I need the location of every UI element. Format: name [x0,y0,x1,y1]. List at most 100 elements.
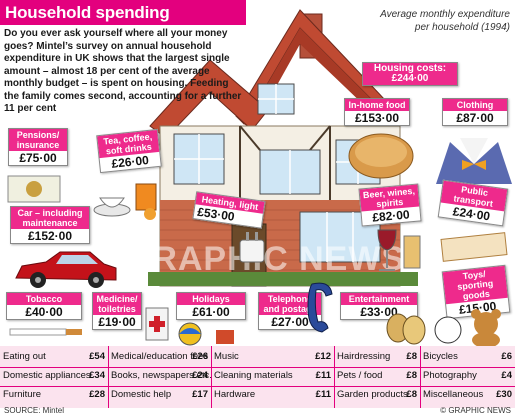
table-item-value: £4 [501,370,512,381]
table-cell: Eating out £54 [0,350,108,364]
table-cell: Photography £4 [420,369,515,383]
pension-icon [7,175,61,203]
subtitle: Average monthly expenditure per househol… [360,8,510,34]
table-item-value: £12 [315,351,331,362]
subtitle-line-2: per household (1994) [414,22,510,33]
table-item-label: Garden products [337,389,408,400]
table-item-label: Cleaning materials [214,370,293,381]
tag-pensions: Pensions/ insurance £75·00 [8,128,68,166]
row-divider [0,367,515,368]
tag-label: Pensions/ insurance [9,129,67,151]
bread-icon [348,133,414,179]
table-item-label: Domestic help [111,389,172,400]
table-item-label: Hardware [214,389,256,400]
tag-value: £152·00 [27,229,73,243]
table-cell: Hardware £11 [211,388,334,402]
table-cell: Bicycles £6 [420,350,515,364]
tag-holidays: Holidays £61·00 [176,292,246,320]
intro-text: Do you ever ask yourself where all your … [4,28,242,114]
table-cell: Cleaning materials £11 [211,369,334,383]
tag-value: £40·00 [25,305,63,319]
table-item-label: Furniture [3,389,42,400]
tag-label: In-home food [345,99,409,111]
page-title: Household spending [5,3,170,22]
table-cell: Garden products £8 [334,388,420,402]
table-cell: Furniture £28 [0,388,108,402]
wine-glass-icon [377,229,421,271]
table-cell: Domestic help £17 [108,388,211,402]
tag-label: Medicine/ toiletries [93,293,141,315]
table-item-value: £11 [315,389,331,400]
table-cell: Hairdressing £8 [334,350,420,364]
table-item-label: Medical/education fees [111,351,209,362]
table-item-value: £8 [406,370,417,381]
tag-label: Housing costs [373,63,443,74]
column-divider [420,346,421,408]
tag-label: Entertainment [341,293,417,305]
ticket-icon [440,232,508,262]
table-cell: Miscellaneous £30 [420,388,515,402]
tag-medicine: Medicine/ toiletries £19·00 [92,292,142,330]
tag-entertainment: Entertainment £33·00 [340,292,418,320]
table-item-label: Photography [423,370,477,381]
tag-value: £33·00 [360,305,398,319]
table-item-label: Miscellaneous [423,389,484,400]
tag-housing: Housing costs: £244·00 [362,62,458,86]
table-item-value: £30 [496,389,512,400]
table-cell: Medical/education fees £26 [108,350,211,364]
table-item-label: Bicycles [423,351,458,362]
table-item-label: Hairdressing [337,351,391,362]
title-bar: Household spending [0,0,246,25]
column-divider [334,346,335,408]
tag-value: £87·00 [456,111,494,125]
table-item-value: £8 [406,389,417,400]
table-item-value: £34 [89,370,105,381]
tag-beer: Beer, wines, spirits £82·00 [358,183,422,227]
tag-value: £27·00 [271,315,309,329]
teacup-icon [93,183,157,220]
table-item-value: £54 [89,351,105,362]
table-item-value: £6 [501,351,512,362]
table-item-value: £24 [192,370,208,381]
table-item-value: £17 [192,389,208,400]
tag-car: Car – including maintenance £152·00 [10,206,90,244]
source-note: SOURCE: Mintel [4,406,65,415]
plug-icon [239,232,265,263]
tag-clothing: Clothing £87·00 [442,98,508,126]
telephone-icon [307,282,333,333]
beach-ball-icon [178,322,234,346]
tag-label: Clothing [443,99,507,111]
tag-food: In-home food £153·00 [344,98,410,126]
table-item-label: Eating out [3,351,46,362]
other-expenses-panel [0,346,515,408]
row-divider [0,386,515,387]
table-item-label: Domestic appliances [3,370,91,381]
table-item-label: Books, newspapers etc. [111,370,212,381]
cigarette-icon [9,328,82,336]
tag-label: Car – including maintenance [11,207,89,229]
credit-note: © GRAPHIC NEWS [440,406,511,415]
table-item-value: £11 [315,370,331,381]
table-item-value: £26 [192,351,208,362]
shirt-bowtie-icon [436,138,512,184]
tag-value: £153·00 [354,111,400,125]
car-icon [15,251,117,288]
tag-value: £75·00 [19,151,57,165]
tag-label: Telephone and postage [259,293,321,315]
table-item-label: Pets / food [337,370,383,381]
tag-label: Tobacco [7,293,81,305]
teddy-bear-icon [434,309,501,346]
table-cell: Pets / food £8 [334,369,420,383]
table-cell: Domestic appliances £34 [0,369,108,383]
theatre-masks-icon [386,313,426,345]
table-item-label: Music [214,351,239,362]
subtitle-line-1: Average monthly expenditure [380,9,510,20]
column-divider [211,346,212,408]
column-divider [108,346,109,408]
tag-value: £61·00 [192,305,230,319]
tag-label: Holidays [177,293,245,305]
tag-value: £244·00 [391,73,429,84]
table-cell: Books, newspapers etc. £24 [108,369,212,383]
table-item-value: £8 [406,351,417,362]
